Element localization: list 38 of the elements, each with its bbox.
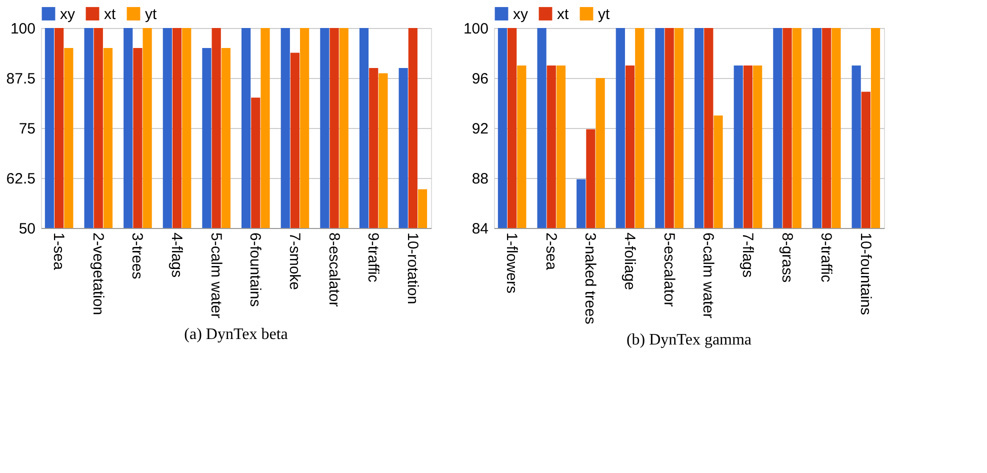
legend-label: xt	[557, 6, 570, 23]
y-tick-label: 100	[10, 20, 36, 38]
x-tick-label: 2-vegetation	[89, 232, 106, 316]
x-tick-label: 5-calm water	[207, 232, 224, 318]
legend-label: yt	[598, 6, 610, 23]
x-tick-label: 10-fountains	[856, 232, 874, 316]
x-tick-label: 9-traffic	[818, 232, 835, 283]
y-tick-label: 75	[18, 120, 36, 138]
y-tick-label: 84	[472, 220, 488, 238]
x-tick-label: 6-fountains	[246, 232, 264, 307]
x-tick-label: 9-traffic	[364, 232, 382, 283]
legend-label: xy	[513, 6, 528, 23]
x-tick-label: 1-flowers	[503, 232, 520, 294]
x-tick-label: 7-smoke	[286, 232, 303, 290]
x-tick-label: 8-escalator	[325, 232, 342, 307]
text: (b) DynTex gamma	[626, 332, 752, 349]
text: (a) DynTex beta	[184, 326, 288, 343]
y-tick-label: 87.5	[6, 70, 36, 88]
x-tick-label: 10-rotation	[404, 232, 421, 304]
x-tick-label: 6-calm water	[700, 232, 717, 318]
x-tick-label: 7-flags	[738, 232, 756, 278]
legend-label: xy	[60, 6, 76, 23]
y-tick-label: 92	[472, 120, 488, 138]
x-tick-label: 8-grass	[778, 232, 796, 283]
legend-label: xt	[104, 6, 116, 23]
y-tick-label: 50	[18, 220, 36, 238]
x-tick-label: 1-sea	[50, 232, 68, 271]
y-tick-label: 96	[472, 70, 488, 88]
x-tick-label: 4-foliage	[621, 232, 638, 290]
x-tick-label: 3-trees	[128, 232, 146, 280]
y-tick-label: 62.5	[6, 170, 36, 188]
x-tick-label: 4-flags	[168, 232, 186, 278]
legend-label: yt	[145, 6, 158, 23]
x-tick-label: 3-naked trees	[582, 232, 599, 324]
y-tick-label: 88	[472, 170, 488, 188]
x-tick-label: 5-escalator	[660, 232, 678, 307]
x-tick-label: 2-sea	[542, 232, 560, 271]
y-tick-label: 100	[463, 20, 488, 38]
